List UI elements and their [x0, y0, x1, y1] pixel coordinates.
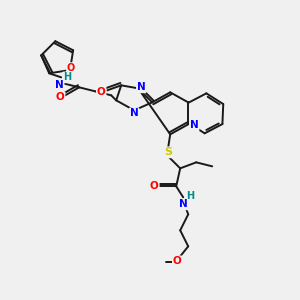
- Text: O: O: [97, 87, 106, 97]
- Text: O: O: [150, 181, 159, 191]
- Text: H: H: [186, 191, 194, 201]
- Text: O: O: [173, 256, 182, 266]
- Text: N: N: [55, 80, 64, 90]
- Text: O: O: [56, 92, 64, 102]
- Text: O: O: [67, 63, 75, 73]
- Text: N: N: [179, 199, 188, 209]
- Text: S: S: [164, 147, 172, 157]
- Text: N: N: [130, 108, 139, 118]
- Text: N: N: [137, 82, 146, 92]
- Text: H: H: [63, 72, 71, 82]
- Text: N: N: [190, 120, 199, 130]
